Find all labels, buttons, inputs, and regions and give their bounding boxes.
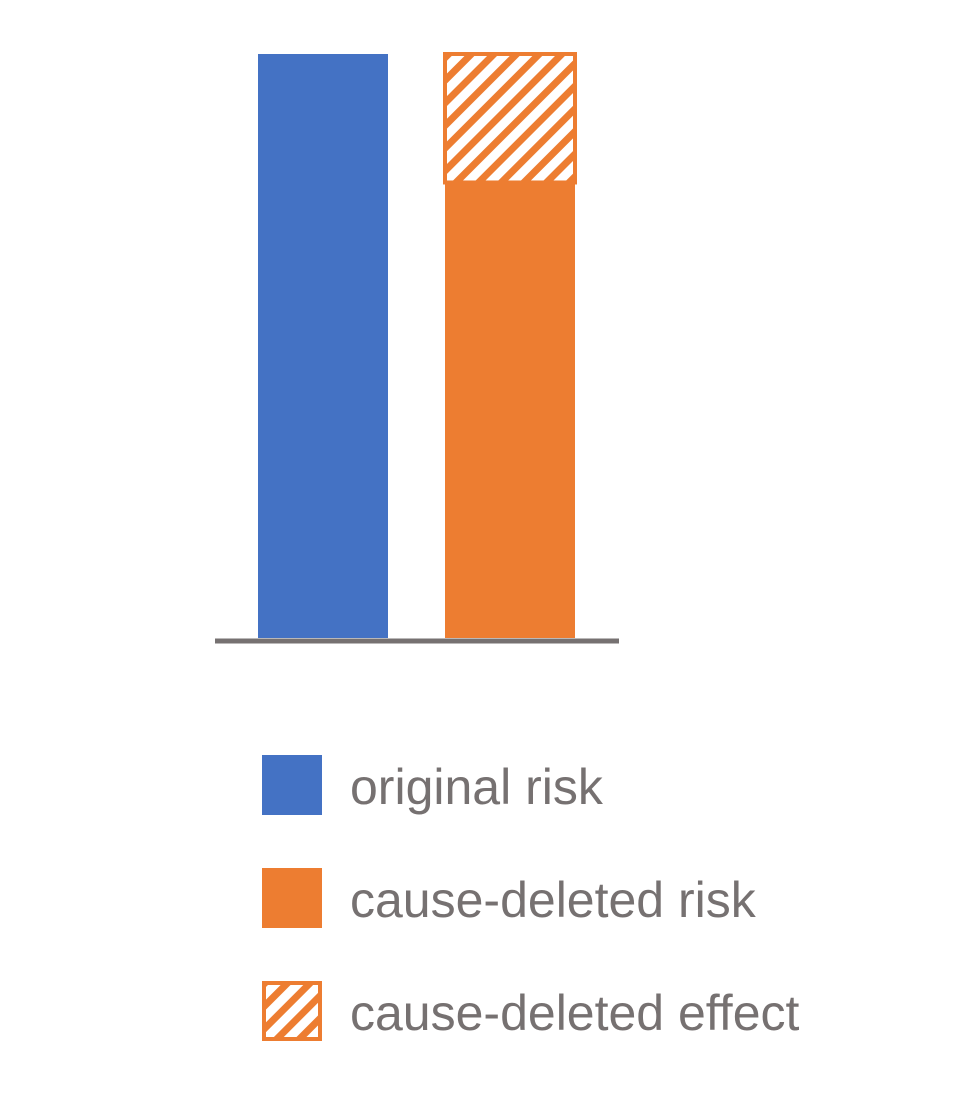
legend-label-original-risk: original risk: [350, 759, 603, 815]
legend-label-cause-deleted-risk: cause-deleted risk: [350, 872, 756, 928]
bar-original-risk: [258, 54, 388, 638]
hatched-orange-swatch-icon: [262, 981, 322, 1041]
bar-chart: [215, 52, 619, 644]
bar-cause-deleted-risk: [445, 182, 575, 639]
solid-blue-swatch-icon: [262, 755, 322, 815]
bar-cause-deleted-effect: [443, 52, 577, 185]
legend-label-cause-deleted-effect: cause-deleted effect: [350, 985, 800, 1041]
solid-orange-swatch-icon: [262, 868, 322, 928]
